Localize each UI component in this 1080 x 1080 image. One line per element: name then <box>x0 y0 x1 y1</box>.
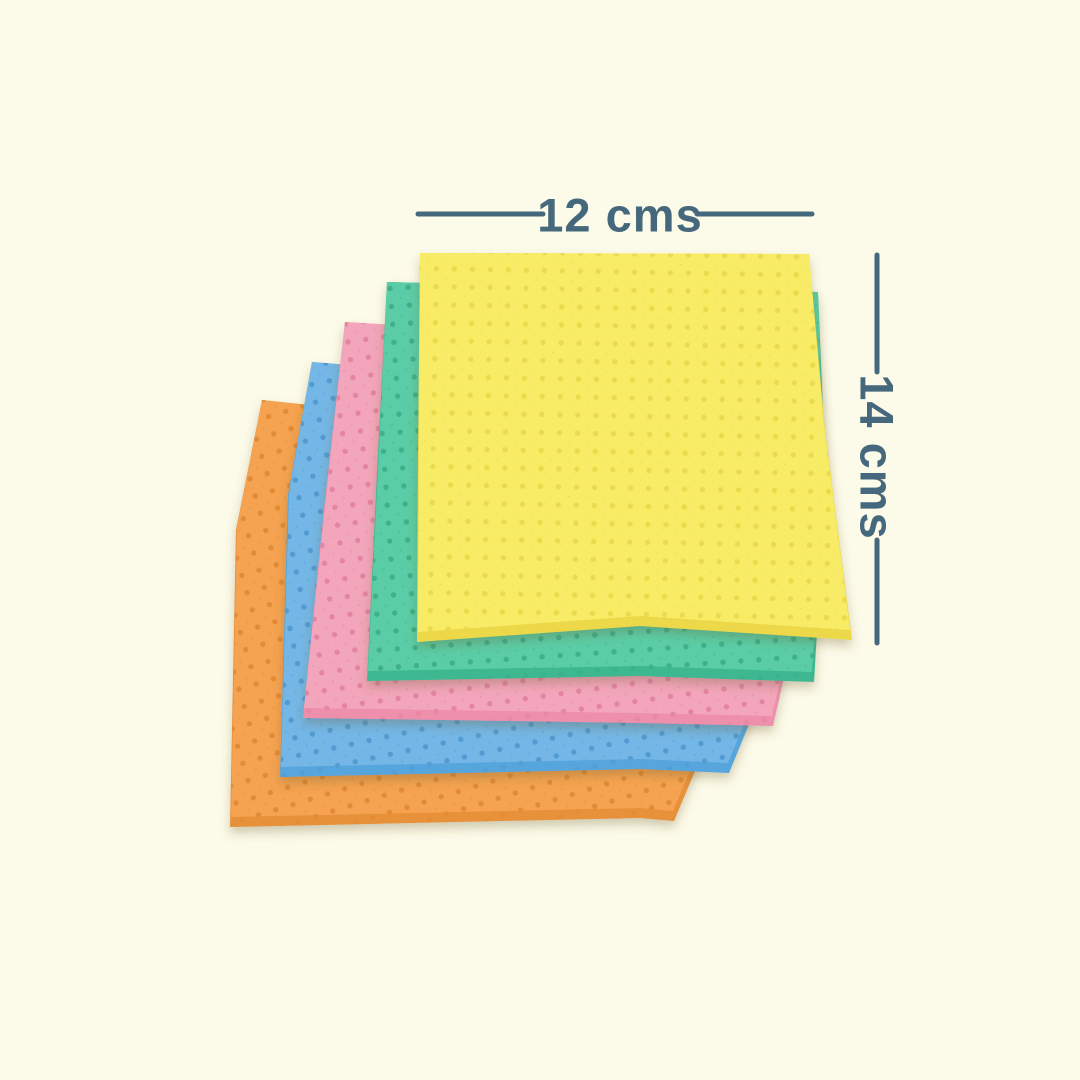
sheet-face-texture <box>418 253 850 632</box>
sponge-sheet-yellow <box>417 253 852 642</box>
width-dimension: 12 cms <box>415 189 815 242</box>
width-dimension-label: 12 cms <box>537 189 702 242</box>
height-dimension-label: 14 cms <box>851 374 904 539</box>
height-dimension: 14 cms <box>851 252 904 646</box>
